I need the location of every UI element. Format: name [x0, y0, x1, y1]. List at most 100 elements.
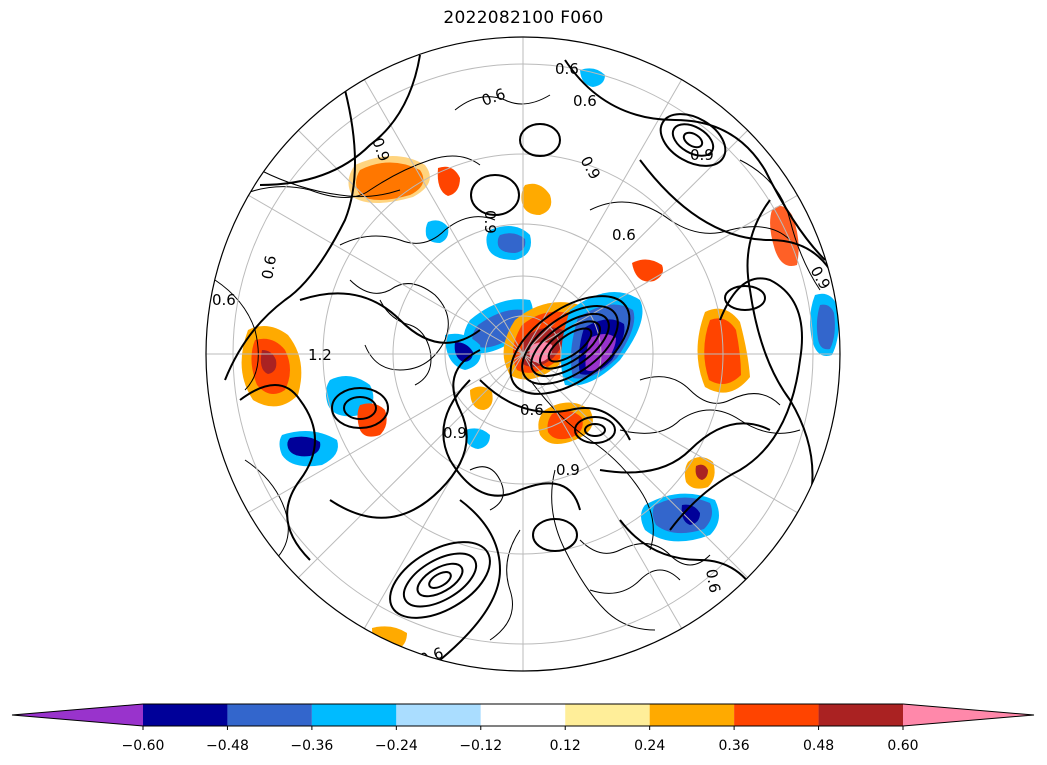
- contour-line: [428, 571, 452, 589]
- contour-label: 0.6: [520, 401, 544, 419]
- contour-line: [329, 349, 481, 519]
- contour-line: [619, 519, 761, 601]
- map-title: 2022082100 F060: [443, 8, 604, 28]
- anomaly-patch: [695, 464, 708, 480]
- coastline: [739, 159, 821, 291]
- contour-line: [584, 423, 606, 437]
- contour-line: [682, 131, 704, 149]
- coastline: [349, 279, 449, 371]
- contour-line: [547, 327, 593, 363]
- colorbar-bin: [480, 704, 566, 726]
- coastline: [579, 539, 711, 566]
- contour-line: [442, 379, 581, 511]
- contour-label: 0.9: [481, 210, 499, 234]
- contour-line: [416, 562, 464, 598]
- contour-label: 0.6: [555, 60, 579, 78]
- contour-label: 1.2: [308, 346, 332, 364]
- anomaly-patch: [437, 166, 460, 196]
- coastline: [619, 409, 801, 434]
- anomaly-patch: [260, 350, 277, 374]
- anomaly-patch: [580, 68, 605, 87]
- colorbar-segments: [11, 703, 1035, 727]
- contour-label: 0.9: [443, 424, 467, 442]
- colorbar-bin: [734, 704, 819, 726]
- coastline: [589, 201, 791, 241]
- contour-line: [639, 159, 831, 271]
- contour-line: [239, 384, 316, 561]
- contour-line: [479, 379, 631, 441]
- contour-line: [659, 113, 727, 167]
- colorbar-tick-label: 0.24: [634, 738, 665, 754]
- coastline: [529, 379, 654, 551]
- contour-label: 0.6: [258, 254, 280, 281]
- anomaly-patch: [816, 304, 835, 350]
- contours: [224, 54, 831, 661]
- colorbar-bin: [311, 704, 397, 726]
- coastline: [489, 529, 521, 641]
- contour-label: 0.6: [702, 568, 724, 595]
- contour-line: [259, 54, 421, 186]
- anomaly-patch: [497, 233, 526, 253]
- graticule: [206, 37, 840, 671]
- coastline: [244, 459, 289, 561]
- colorbar-tick-label: 0.48: [803, 738, 834, 754]
- contour-label: 0.6: [612, 226, 636, 244]
- contour-line: [724, 285, 766, 311]
- coastline: [259, 169, 401, 198]
- anomaly-patch: [287, 436, 321, 457]
- contour-label: 0.6: [212, 291, 236, 309]
- contour-line: [439, 499, 502, 661]
- contour-line: [599, 422, 771, 474]
- colorbar-ticks: −0.60 −0.48 −0.36 −0.24 −0.12 0.12 0.24 0.36 0.4…: [122, 726, 919, 754]
- contour-line: [389, 541, 491, 619]
- colorbar-bin: [818, 704, 903, 726]
- colorbar-bin: [649, 704, 735, 726]
- colorbar-tick-label: −0.12: [459, 738, 502, 754]
- coastline: [339, 216, 496, 246]
- coastline: [639, 376, 781, 406]
- coastline: [229, 155, 481, 201]
- coastline: [589, 569, 681, 594]
- coastline: [454, 94, 551, 111]
- contour-line: [509, 295, 631, 395]
- contour-line: [669, 277, 803, 531]
- anomaly-patch: [470, 386, 493, 410]
- anomaly-patch: [632, 259, 663, 282]
- contour-line: [402, 552, 478, 608]
- contour-line: [532, 518, 578, 552]
- coastline: [551, 469, 656, 631]
- colorbar-bin: [565, 704, 650, 726]
- contour-line: [519, 123, 561, 157]
- contour-line: [539, 320, 601, 370]
- colorbar-tick-label: 0.60: [887, 738, 918, 754]
- colorbar-tick-label: 0.12: [550, 738, 581, 754]
- anomaly-patch: [521, 183, 552, 215]
- colorbar-extend-low: [12, 704, 143, 726]
- contour-line: [299, 292, 481, 344]
- meridian: [247, 194, 799, 514]
- colorbar-bin: [396, 704, 481, 726]
- contour-line: [574, 416, 616, 444]
- contour-line: [530, 312, 610, 378]
- coastline: [469, 466, 504, 511]
- colorbar-bin: [143, 704, 228, 726]
- coastline: [379, 299, 432, 386]
- colorbar-tick-label: −0.24: [375, 738, 418, 754]
- colorbar-extend-high: [903, 704, 1034, 726]
- contour-line: [521, 304, 619, 386]
- contour-label: 0.6: [573, 92, 597, 110]
- contour-line: [564, 59, 826, 261]
- contour-line: [343, 396, 377, 420]
- contour-line: [671, 123, 715, 157]
- colorbar-tick-label: −0.36: [290, 738, 333, 754]
- map-boundary: [205, 36, 841, 672]
- contour-label: 0.9: [556, 461, 580, 479]
- colorbar-bin: [227, 704, 312, 726]
- contour-label: 0.9: [690, 146, 714, 164]
- anomaly-patch: [770, 206, 799, 266]
- anomaly-patch: [547, 410, 583, 440]
- colorbar-tick-label: −0.60: [122, 738, 165, 754]
- colorbar-tick-label: 0.36: [719, 738, 750, 754]
- contour-line: [746, 199, 814, 501]
